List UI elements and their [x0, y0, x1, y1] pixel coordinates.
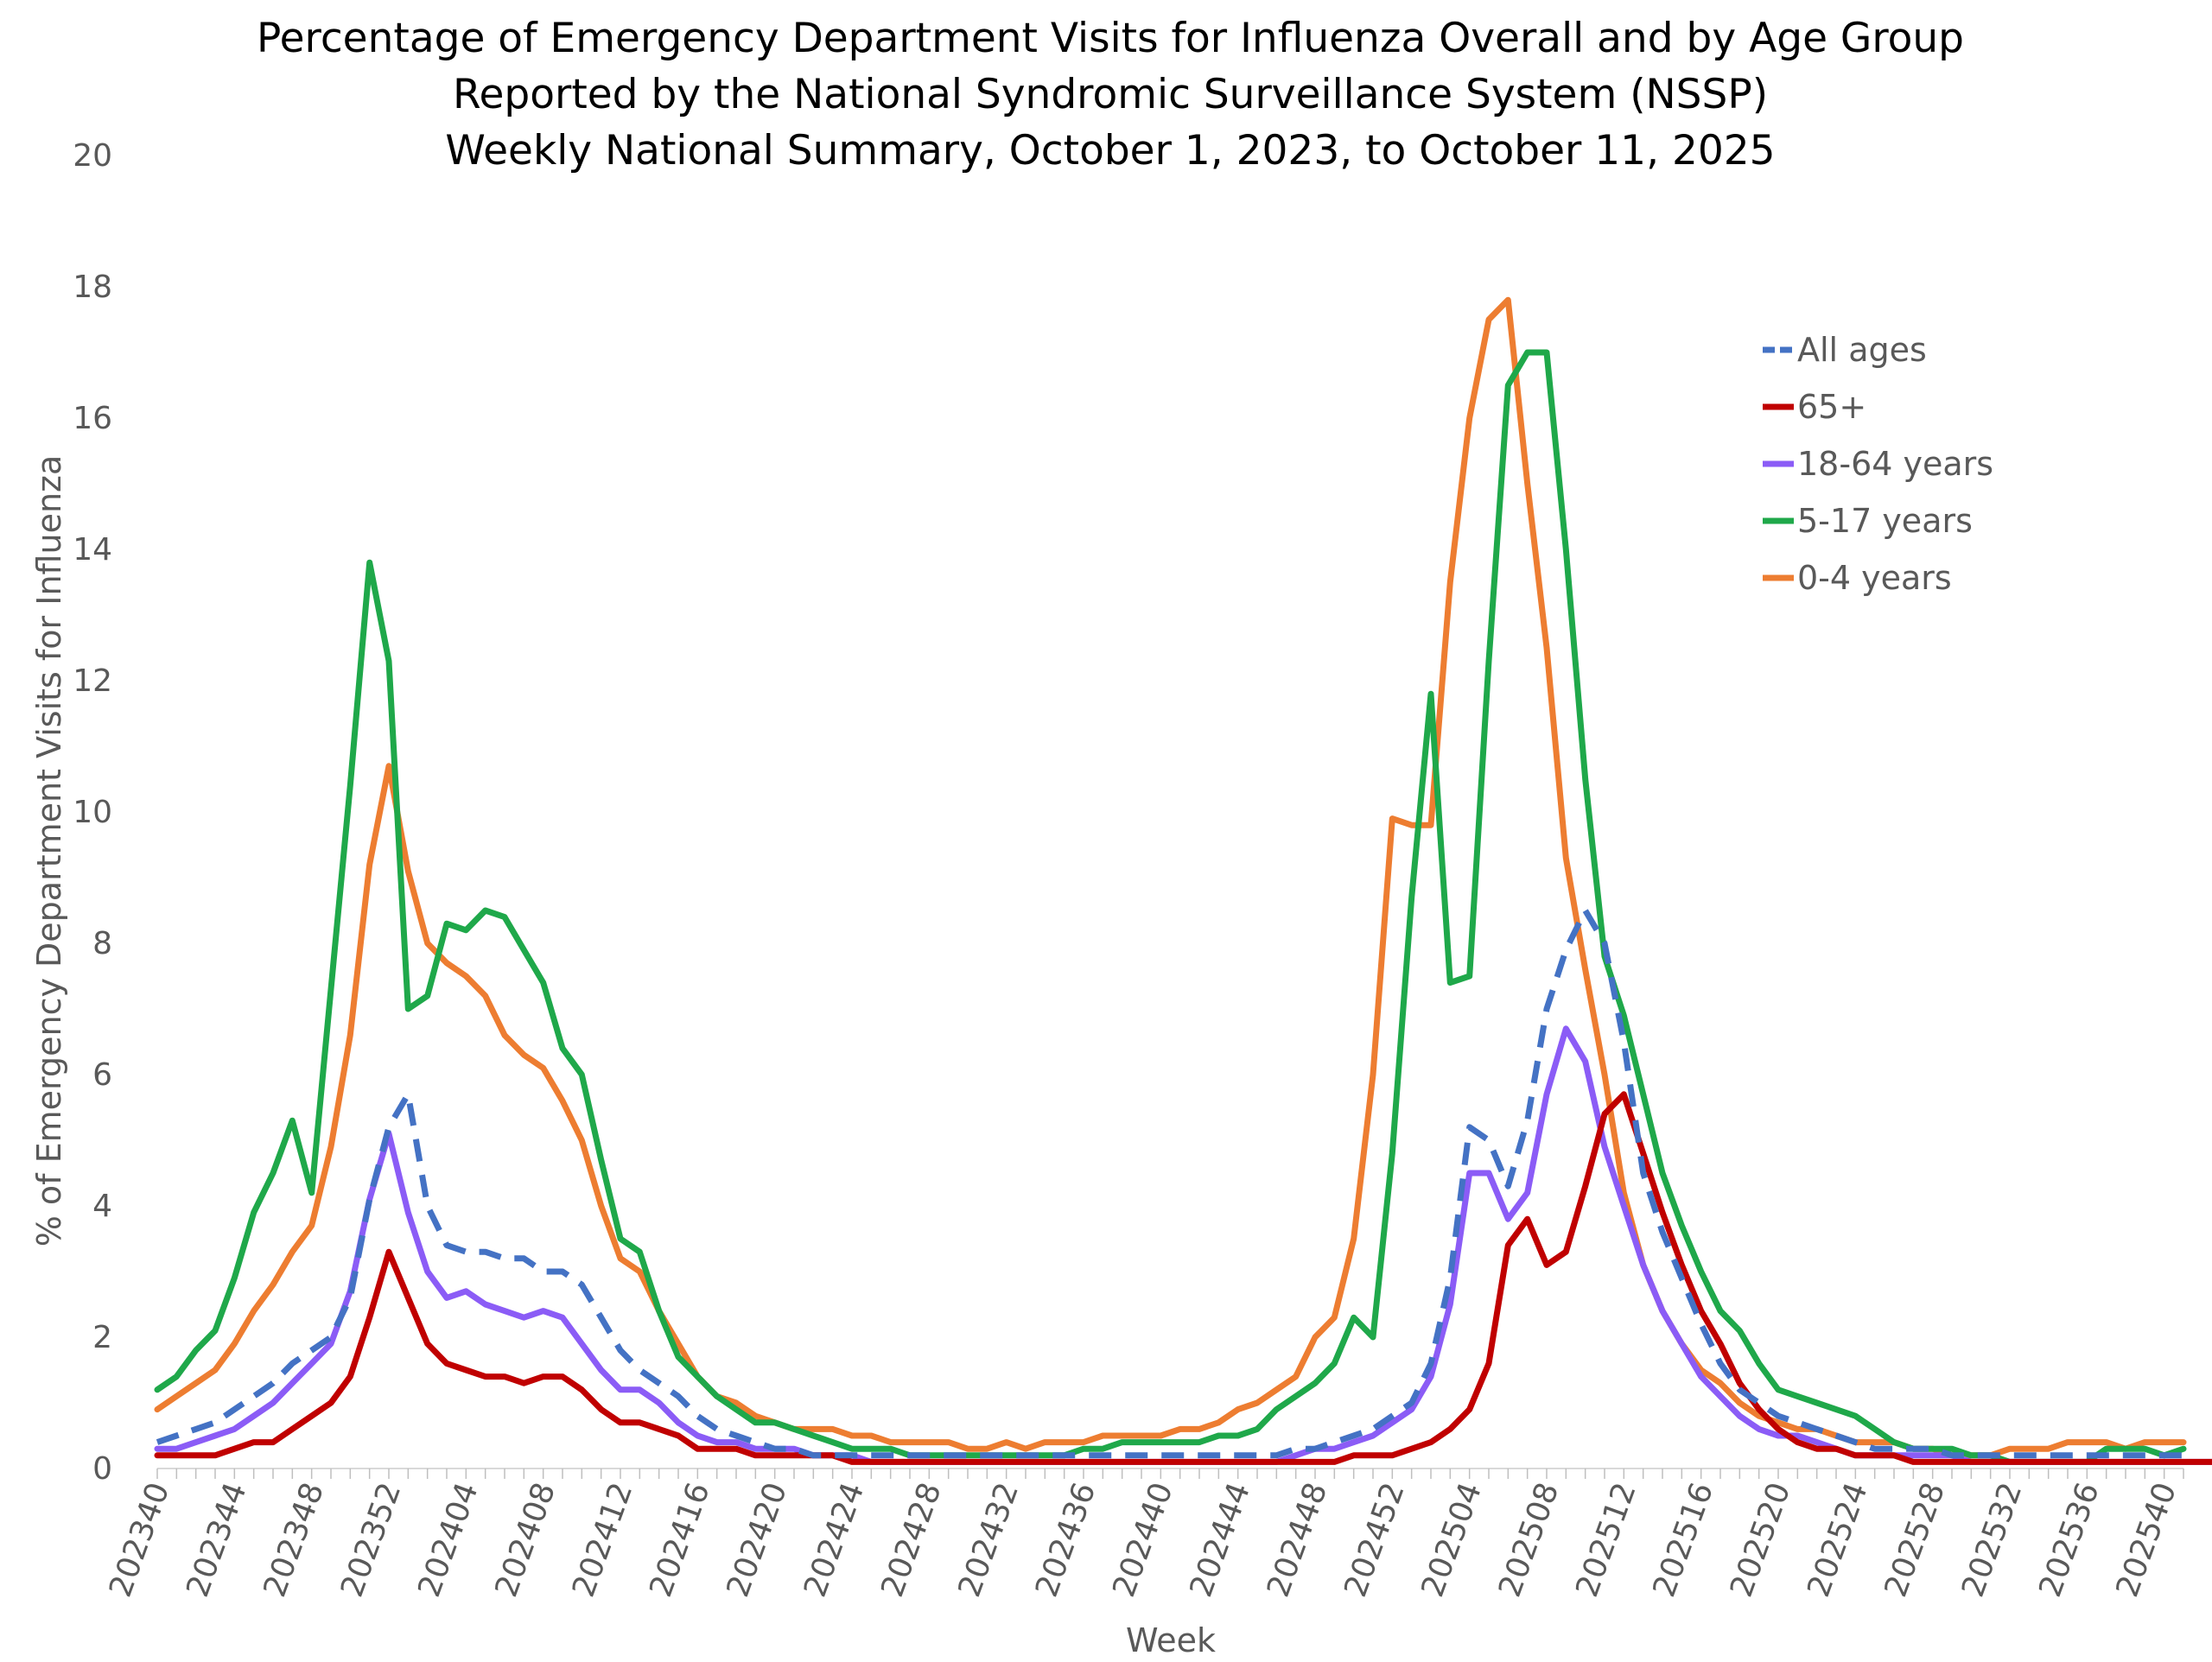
y-tick-label: 10: [73, 795, 112, 830]
y-tick-label: 6: [92, 1057, 112, 1093]
x-tick-label: 202504: [1415, 1478, 1490, 1602]
x-axis-title: Week: [1126, 1621, 1216, 1659]
x-tick-label: 202404: [411, 1478, 486, 1602]
series-line-18-64-years: [154, 1025, 2212, 1465]
x-tick-label: 202416: [643, 1478, 717, 1602]
y-tick-label: 2: [92, 1320, 112, 1355]
y-axis-ticks: 0 2 4 6 8 10 12 14 16 18 20: [73, 138, 112, 1487]
x-tick-label: 202452: [1338, 1478, 1412, 1602]
y-tick-label: 8: [92, 926, 112, 961]
chart-title-line-2: Reported by the National Syndromic Surve…: [453, 71, 1768, 118]
legend-label: 18-64 years: [1797, 445, 1993, 483]
chart-title-line-3: Weekly National Summary, October 1, 2023…: [445, 127, 1775, 174]
x-tick-label: 202528: [1878, 1478, 1953, 1602]
legend-label: 0-4 years: [1797, 559, 1952, 597]
series-lines: [154, 296, 2212, 1465]
x-tick-label: 202344: [180, 1478, 254, 1602]
x-tick-label: 202352: [334, 1478, 409, 1602]
y-tick-label: 0: [92, 1451, 112, 1487]
x-tick-label: 202516: [1647, 1478, 1721, 1602]
x-tick-label: 202436: [1029, 1478, 1103, 1602]
x-axis: 202340 202344 202348 202352 202404 202408 2024…: [103, 1468, 2184, 1602]
y-tick-label: 14: [73, 532, 112, 568]
series-line-all-ages: [156, 907, 2183, 1459]
x-tick-label: 202444: [1184, 1478, 1258, 1602]
legend-label: All ages: [1797, 331, 1927, 369]
y-tick-label: 18: [73, 270, 112, 305]
x-tick-label: 202420: [721, 1478, 795, 1602]
x-tick-label: 202432: [952, 1478, 1027, 1602]
y-axis-title: % of Emergency Department Visits for Inf…: [30, 455, 68, 1247]
x-tick-label: 202520: [1724, 1478, 1798, 1602]
series-line-65-: [154, 1091, 2212, 1465]
x-tick-label: 202524: [1801, 1478, 1875, 1602]
y-tick-label: 12: [73, 663, 112, 699]
x-tick-label: 202440: [1106, 1478, 1180, 1602]
x-tick-label: 202532: [1955, 1478, 2030, 1602]
legend: All ages 65+ 18-64 years 5-17 years 0-4 year…: [1763, 331, 1993, 597]
legend-label: 5-17 years: [1797, 502, 1973, 540]
x-tick-label: 202428: [874, 1478, 949, 1602]
x-tick-label: 202424: [798, 1478, 872, 1602]
x-tick-label: 202412: [566, 1478, 640, 1602]
legend-label: 65+: [1797, 388, 1866, 426]
chart-title-line-1: Percentage of Emergency Department Visit…: [257, 15, 1964, 62]
series-line-5-17-years: [154, 349, 2187, 1465]
chart-title: Percentage of Emergency Department Visit…: [257, 15, 1964, 174]
x-tick-label: 202340: [103, 1478, 177, 1602]
x-tick-label: 202348: [257, 1478, 332, 1602]
x-tick-label: 202540: [2110, 1478, 2184, 1602]
y-tick-label: 4: [92, 1189, 112, 1224]
y-tick-label: 16: [73, 401, 112, 436]
x-tick-label: 202508: [1492, 1478, 1567, 1602]
x-tick-label: 202408: [489, 1478, 563, 1602]
x-tick-label: 202512: [1569, 1478, 1643, 1602]
x-tick-label: 202448: [1261, 1478, 1335, 1602]
y-tick-label: 20: [73, 138, 112, 174]
x-tick-label: 202536: [2032, 1478, 2107, 1602]
